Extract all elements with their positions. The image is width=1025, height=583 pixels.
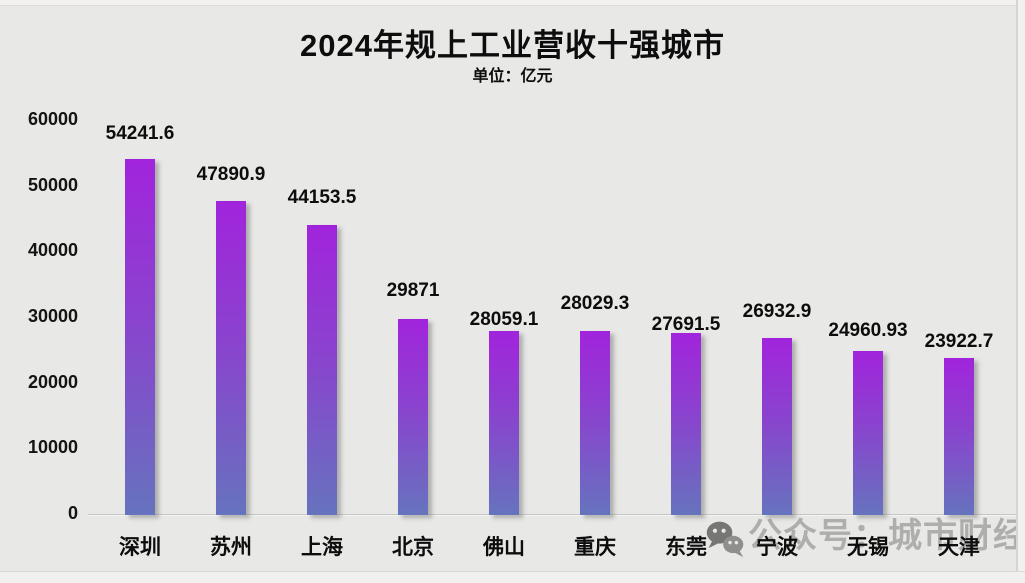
window-edge-right-line [1016,0,1018,583]
y-tick-label: 40000 [27,240,78,261]
value-label: 54241.6 [105,122,175,144]
value-label: 23922.7 [924,330,994,352]
x-axis-line [88,514,1017,516]
value-label: 26932.9 [742,301,812,323]
bar [125,158,155,515]
y-tick-label: 0 [67,503,78,523]
y-tick-label: 20000 [27,371,78,392]
window-edge-bottom [0,571,1025,583]
chart-subtitle: 单位：亿元 [472,68,553,85]
value-label: 24960.93 [828,320,908,342]
bar [853,351,883,515]
wechat-icon [706,521,744,558]
x-axis-category-label: 北京 [392,536,434,559]
bar [307,225,337,515]
x-axis-category-label: 深圳 [119,536,161,559]
window-edge-top [0,0,1025,6]
value-label: 27691.5 [651,314,721,336]
y-tick-label: 10000 [27,437,78,458]
bar [762,338,792,515]
bar [398,318,428,515]
x-axis-category-label: 苏州 [210,536,252,559]
x-axis-category-label: 无锡 [847,536,889,559]
bar [580,330,610,515]
x-axis-category-label: 天津 [938,536,980,559]
bar [489,330,519,515]
y-tick-label: 60000 [27,109,78,129]
x-axis-category-label: 佛山 [483,536,525,559]
bar [216,200,246,515]
window-edge-right [1018,0,1025,583]
x-axis-category-label: 重庆 [574,536,616,559]
bar [944,357,974,515]
x-axis-category-label: 宁波 [756,536,798,559]
x-axis-category-label: 东莞 [665,536,707,559]
y-tick-label: 50000 [27,174,78,195]
value-label: 28059.1 [469,308,539,330]
bar [671,333,701,515]
value-label: 28029.3 [560,292,630,314]
watermark: 公众号：城市财经 [704,516,1025,559]
value-label: 44153.5 [287,187,357,209]
chart-title: 2024年规上工业营收十强城市 [300,28,725,63]
value-label: 47890.9 [196,163,266,185]
x-axis-category-label: 上海 [301,536,343,559]
watermark-text: 公众号：城市财经 [748,517,1025,555]
value-label: 29871 [386,279,440,301]
y-tick-label: 30000 [27,306,78,326]
